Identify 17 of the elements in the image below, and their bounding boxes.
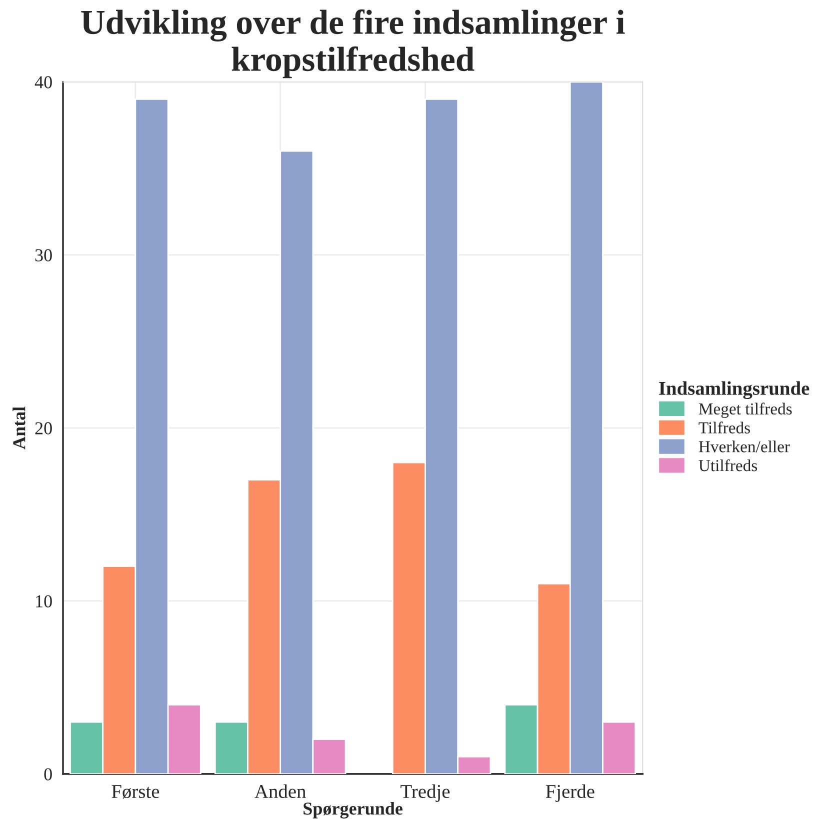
legend-title: Indsamlingsrunde (659, 381, 810, 400)
x-tick-label: Tredje (400, 784, 450, 802)
legend-label: Utilfreds (698, 459, 758, 472)
y-tick-label: 10 (36, 595, 52, 608)
y-tick-label: 0 (44, 768, 52, 780)
y-axis-title: Antal (12, 406, 26, 450)
legend-label: Tilfreds (698, 422, 750, 434)
x-tick-label: Anden (254, 784, 306, 798)
x-tick-label: Første (112, 785, 160, 799)
legend-label: Hverken/eller (698, 440, 790, 452)
chart-title: Udvikling over de fire indsamlinger i kropstilfredshed (81, 9, 625, 78)
y-tick-label: 40 (34, 76, 52, 88)
x-tick-label: Fjerde (546, 784, 594, 802)
y-tick-label: 20 (35, 422, 52, 434)
legend-label: Meget tilfreds (698, 402, 792, 418)
y-tick-label: 30 (35, 249, 52, 262)
x-axis-title: Spørgerunde (304, 802, 402, 819)
